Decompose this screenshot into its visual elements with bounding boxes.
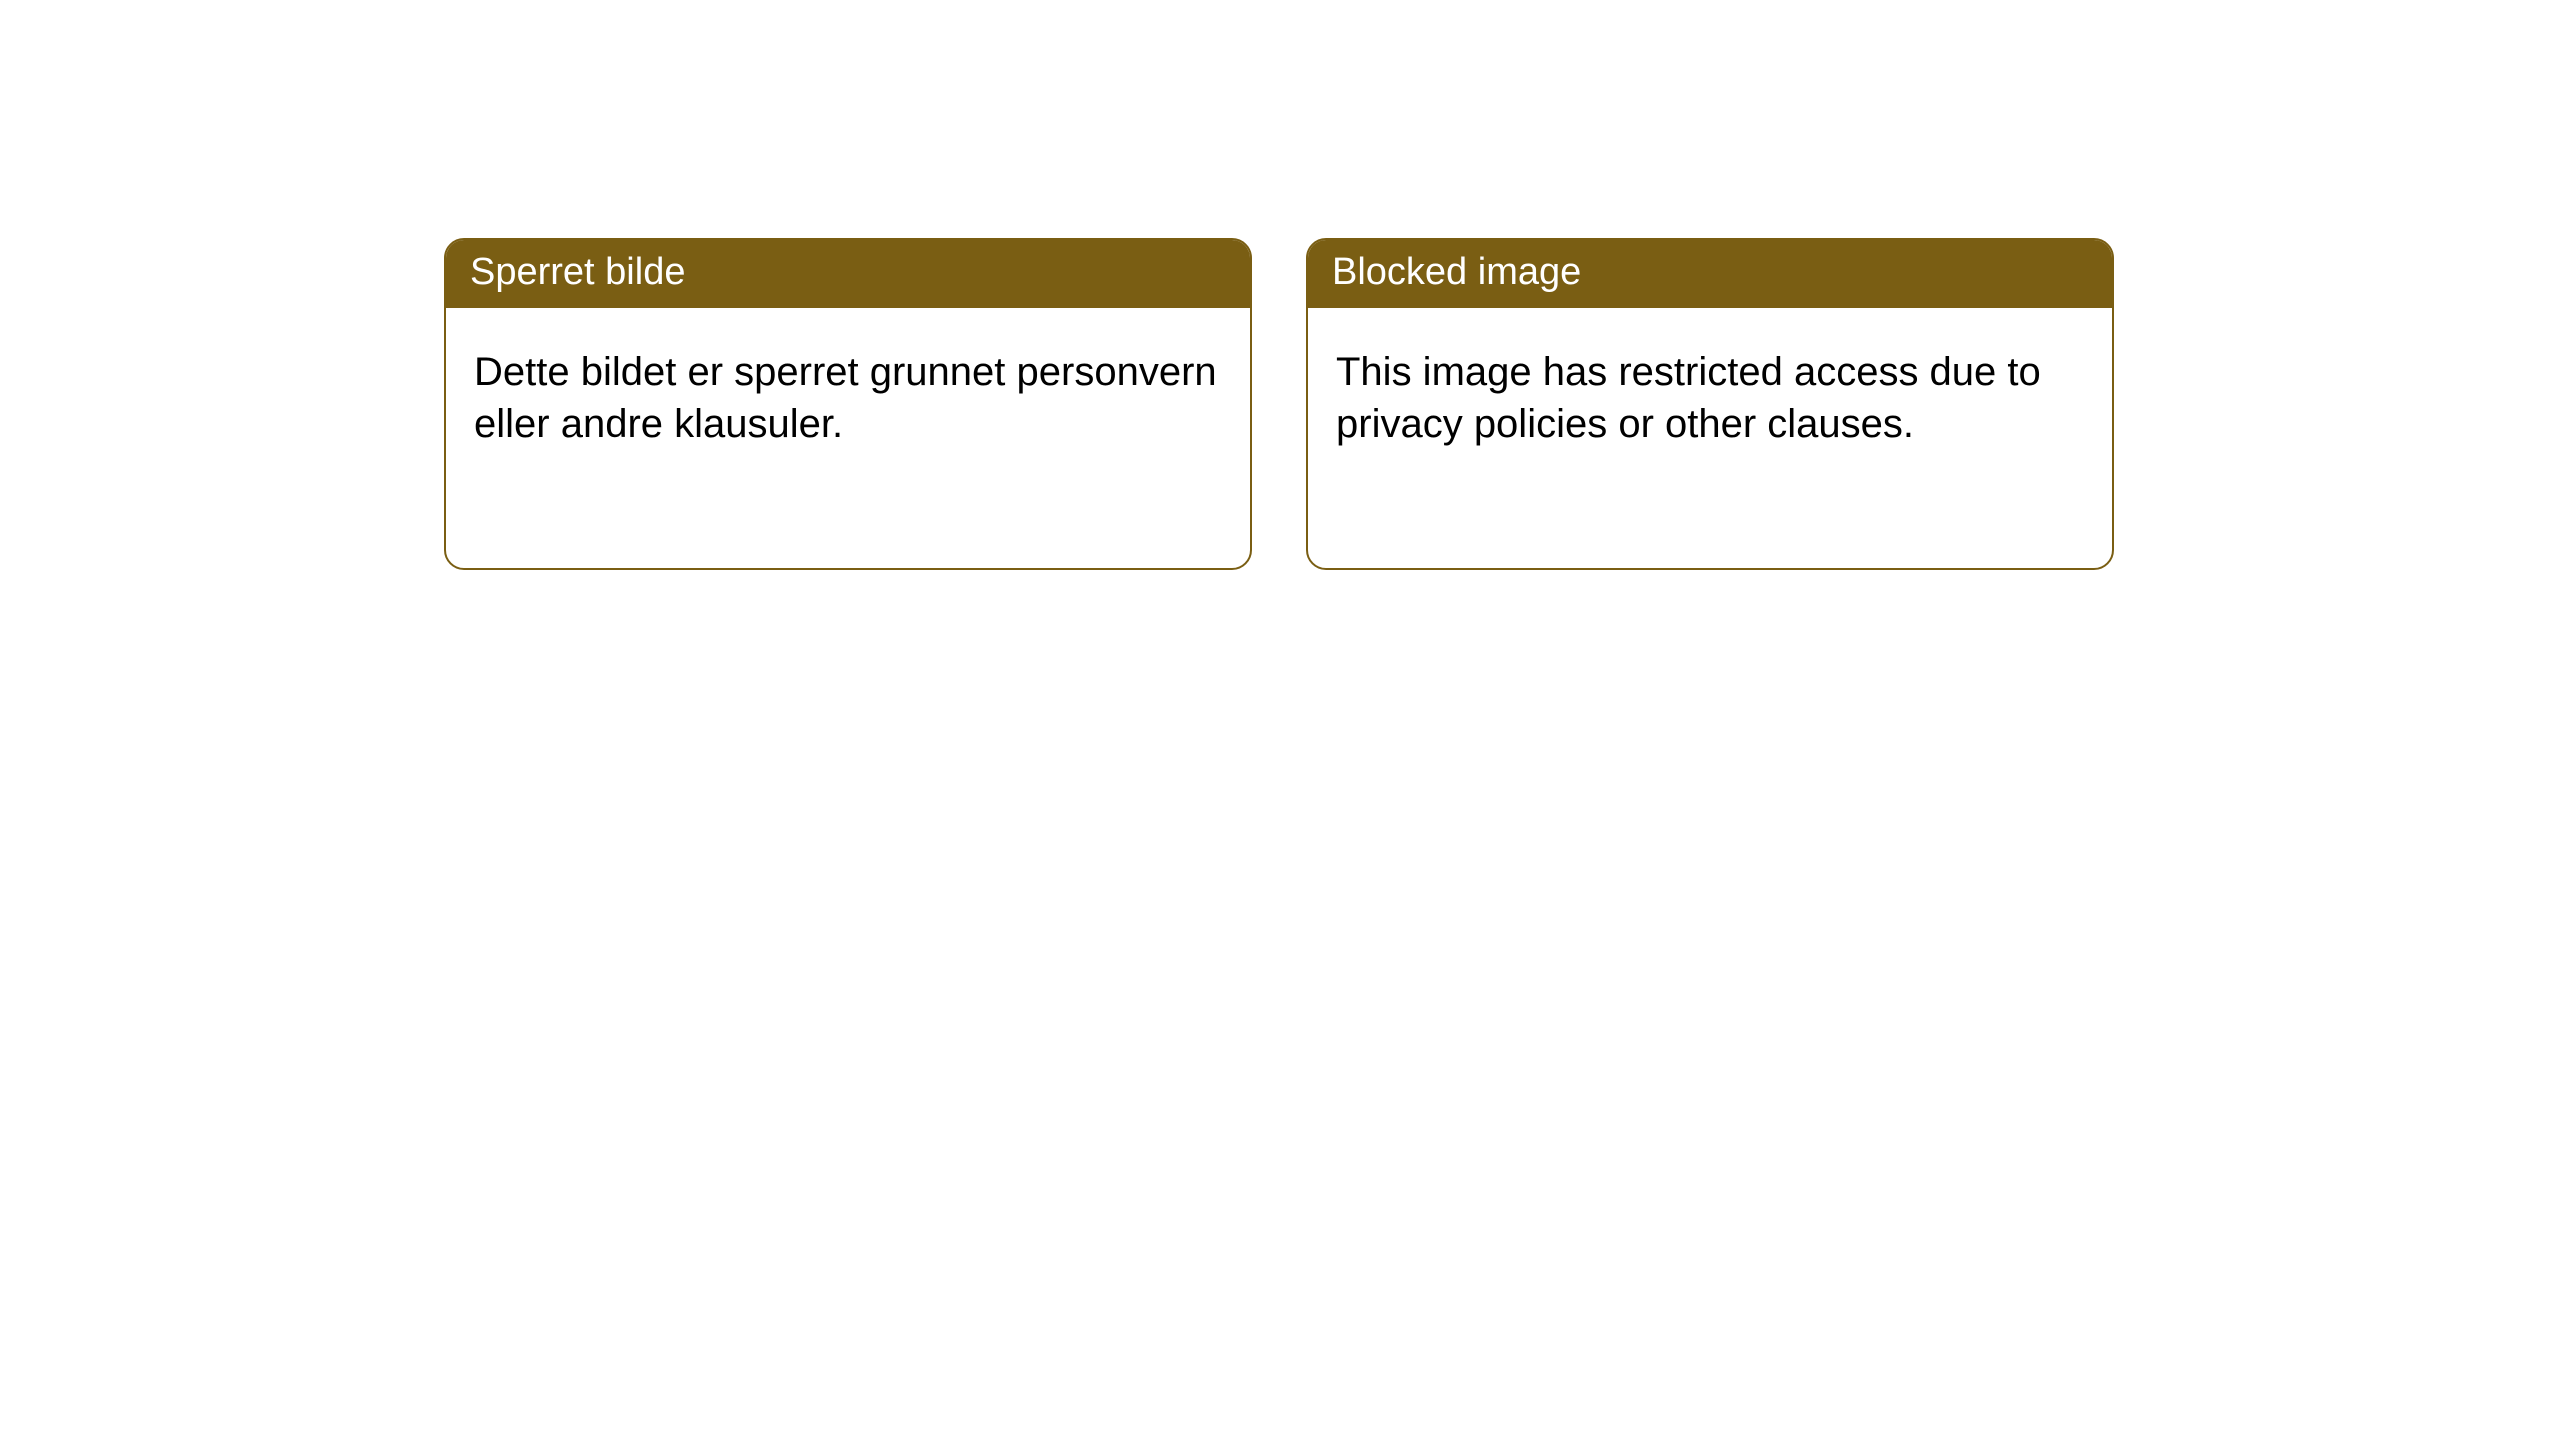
notice-body-norwegian: Dette bildet er sperret grunnet personve… xyxy=(446,308,1250,474)
notice-container: Sperret bilde Dette bildet er sperret gr… xyxy=(0,0,2560,570)
notice-header-english: Blocked image xyxy=(1308,240,2112,308)
notice-header-norwegian: Sperret bilde xyxy=(446,240,1250,308)
notice-body-english: This image has restricted access due to … xyxy=(1308,308,2112,474)
notice-box-english: Blocked image This image has restricted … xyxy=(1306,238,2114,570)
notice-box-norwegian: Sperret bilde Dette bildet er sperret gr… xyxy=(444,238,1252,570)
